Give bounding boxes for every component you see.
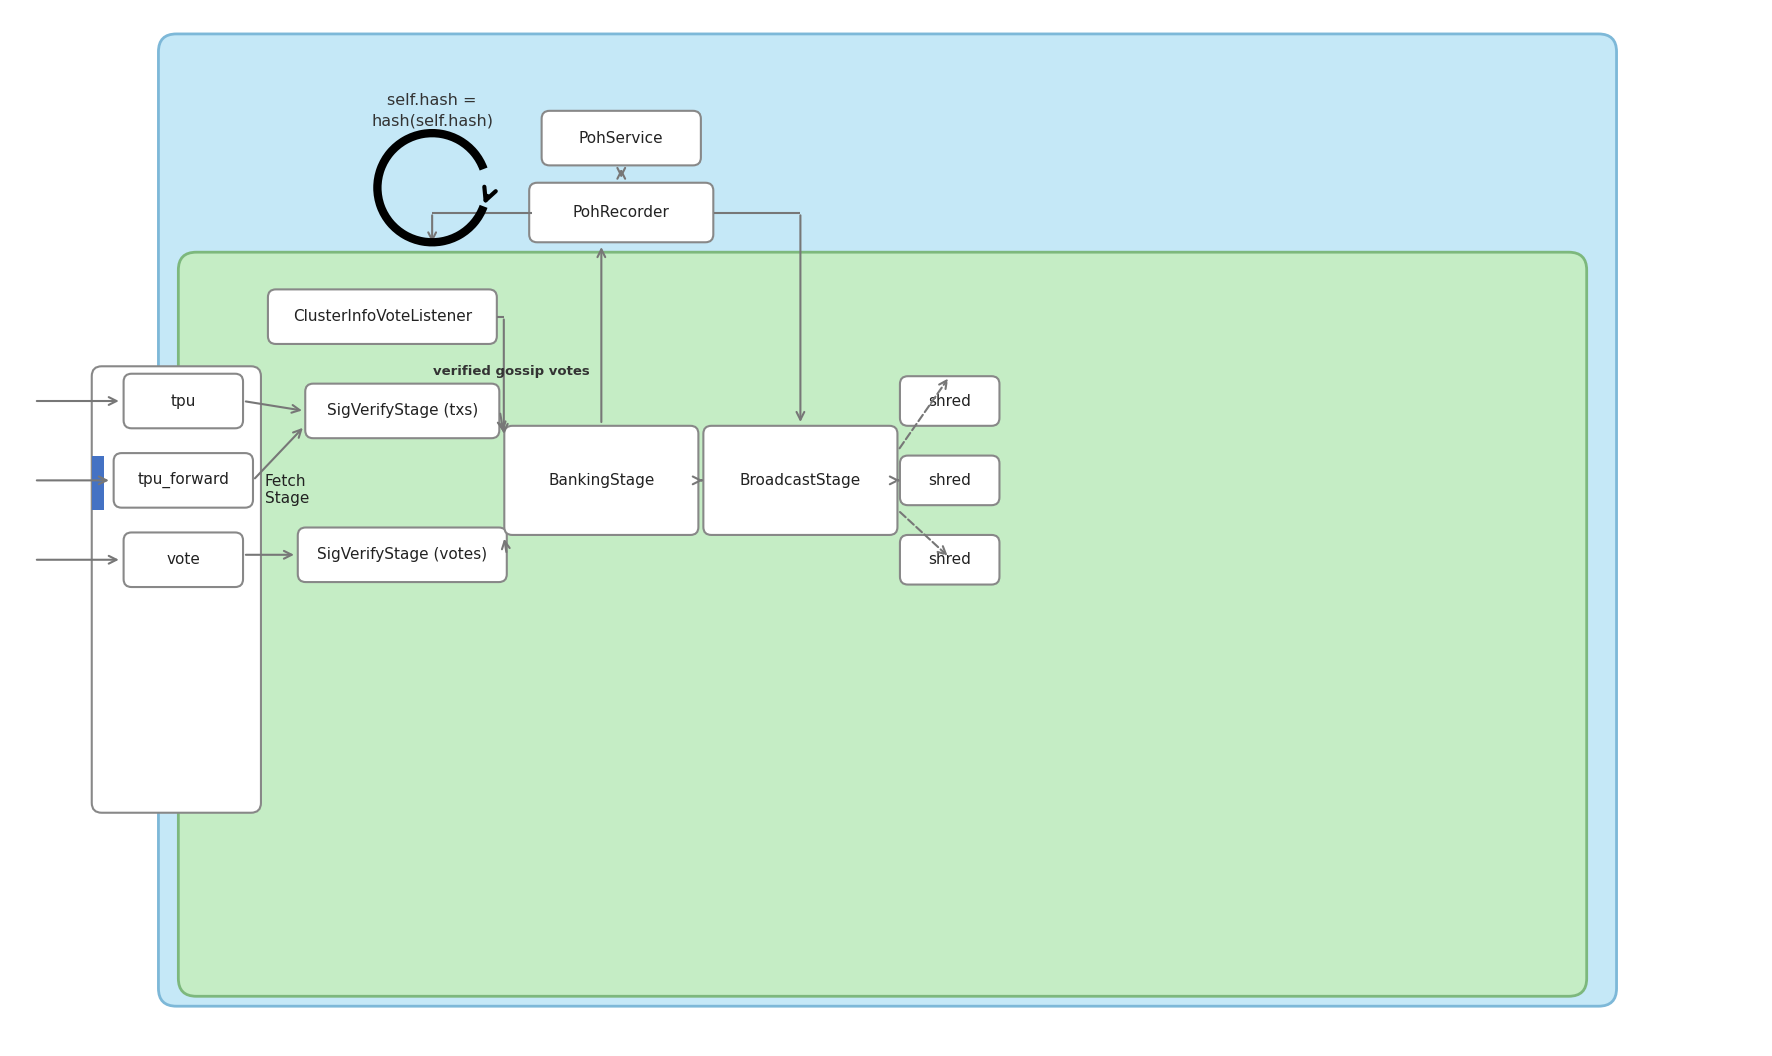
FancyBboxPatch shape	[703, 426, 897, 535]
FancyBboxPatch shape	[900, 455, 999, 505]
Text: shred: shred	[929, 473, 971, 488]
Text: PohRecorder: PohRecorder	[572, 205, 670, 220]
Text: shred: shred	[929, 552, 971, 567]
Text: SigVerifyStage (votes): SigVerifyStage (votes)	[317, 547, 487, 562]
FancyBboxPatch shape	[268, 289, 496, 344]
FancyBboxPatch shape	[92, 366, 260, 813]
Text: tpu: tpu	[170, 394, 197, 409]
FancyBboxPatch shape	[305, 383, 500, 438]
FancyBboxPatch shape	[113, 453, 253, 508]
FancyBboxPatch shape	[298, 528, 507, 582]
Text: shred: shred	[929, 394, 971, 409]
FancyBboxPatch shape	[179, 252, 1586, 996]
FancyBboxPatch shape	[900, 376, 999, 426]
Text: BroadcastStage: BroadcastStage	[739, 473, 861, 488]
FancyBboxPatch shape	[124, 532, 243, 587]
FancyBboxPatch shape	[505, 426, 698, 535]
FancyBboxPatch shape	[92, 455, 105, 510]
FancyBboxPatch shape	[530, 183, 714, 242]
FancyBboxPatch shape	[900, 535, 999, 585]
Text: Fetch
Stage: Fetch Stage	[266, 474, 310, 507]
Text: BankingStage: BankingStage	[548, 473, 654, 488]
Text: SigVerifyStage (txs): SigVerifyStage (txs)	[326, 403, 478, 418]
Text: verified gossip votes: verified gossip votes	[434, 364, 590, 378]
Text: ClusterInfoVoteListener: ClusterInfoVoteListener	[292, 309, 471, 324]
Text: tpu_forward: tpu_forward	[138, 472, 229, 489]
Text: PohService: PohService	[579, 131, 663, 146]
Text: vote: vote	[167, 552, 200, 567]
FancyBboxPatch shape	[124, 374, 243, 429]
Text: self.hash =
hash(self.hash): self.hash = hash(self.hash)	[370, 94, 493, 128]
FancyBboxPatch shape	[158, 34, 1616, 1006]
FancyBboxPatch shape	[542, 111, 702, 166]
